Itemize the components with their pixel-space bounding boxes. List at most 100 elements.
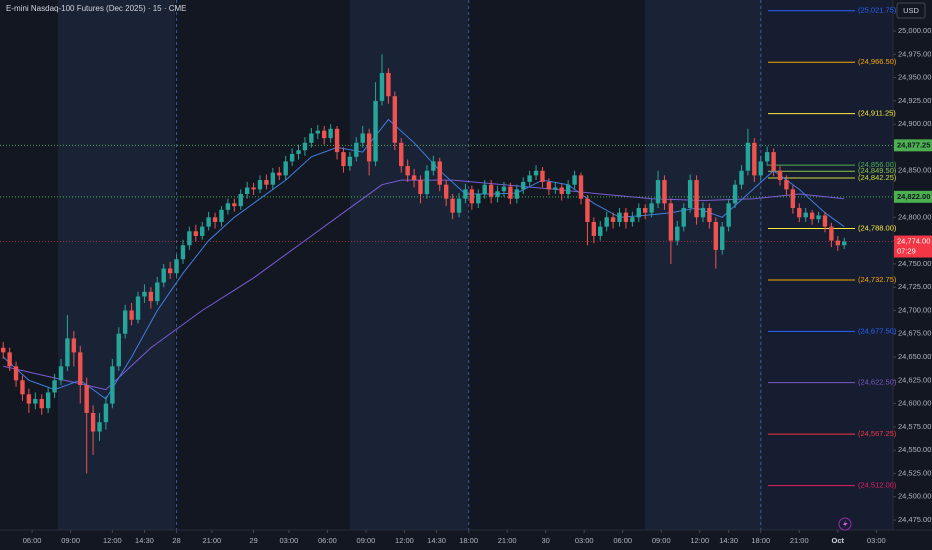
candle-body: [238, 194, 243, 207]
level-label: (24,512.00): [858, 481, 897, 490]
candle-body: [65, 338, 70, 367]
x-tick-label: 03:00: [867, 536, 886, 545]
candle-body: [540, 170, 545, 182]
alert-icon[interactable]: [838, 517, 852, 531]
candle-body: [103, 403, 109, 423]
candle-body: [784, 180, 789, 190]
candle-body: [482, 184, 487, 195]
candle-body: [174, 259, 179, 274]
level-label: (24,966.50): [858, 57, 897, 66]
chart-title: E-mini Nasdaq-100 Futures (Dec 2025) · 1…: [6, 4, 187, 13]
currency-box[interactable]: [896, 2, 926, 19]
candle-body: [39, 398, 44, 409]
y-tick-label: 24,575.00: [898, 422, 931, 431]
candle-body: [681, 207, 686, 227]
x-tick-label: 09:00: [61, 536, 80, 545]
candle-body: [687, 180, 693, 208]
candle-body: [508, 186, 513, 199]
candle-body: [45, 392, 51, 409]
candle-body: [777, 170, 783, 181]
candle-body: [450, 198, 455, 213]
x-tick-label: 06:00: [318, 536, 337, 545]
candle-body: [463, 189, 468, 199]
y-tick-label: 24,650.00: [898, 352, 931, 361]
candle-body: [707, 207, 712, 222]
candle-body: [431, 161, 436, 171]
candle-body: [315, 130, 320, 134]
y-tick-label: 24,800.00: [898, 212, 931, 221]
level-label: (24,849.50): [858, 166, 897, 175]
candle-body: [225, 203, 231, 210]
candle-body: [546, 181, 552, 190]
x-tick-label: 03:00: [280, 536, 299, 545]
candle-body: [155, 282, 160, 302]
candle-body: [443, 184, 449, 199]
candle-body: [668, 203, 674, 241]
candle-body: [585, 198, 590, 222]
candle-body: [13, 366, 19, 381]
candle-body: [713, 221, 719, 250]
candle-body: [129, 310, 134, 320]
countdown: 07:29: [897, 247, 916, 256]
candle-body: [328, 128, 333, 139]
candle-body: [309, 133, 314, 143]
candle-body: [334, 128, 340, 153]
candle-body: [354, 142, 359, 157]
candle-body: [1, 347, 6, 353]
y-tick-label: 24,900.00: [898, 119, 931, 128]
candle-body: [219, 209, 224, 222]
candle-body: [720, 226, 725, 250]
candle-body: [296, 150, 301, 154]
x-tick-label: 21:00: [498, 536, 517, 545]
candle-body: [71, 338, 77, 353]
candle-body: [598, 226, 603, 236]
candle-body: [655, 180, 661, 204]
candle-body: [142, 291, 147, 297]
candle-body: [726, 203, 731, 227]
y-tick-label: 24,475.00: [898, 515, 931, 524]
candle-body: [366, 133, 372, 162]
candle-body: [78, 352, 83, 385]
level-label: (24,842.25): [858, 173, 897, 182]
candle-body: [476, 194, 481, 204]
y-tick-label: 24,725.00: [898, 282, 931, 291]
candle-body: [488, 184, 494, 197]
candle-body: [302, 142, 308, 151]
y-tick-label: 24,850.00: [898, 166, 931, 175]
candle-body: [533, 170, 539, 176]
candle-body: [251, 187, 256, 190]
candle-body: [341, 152, 346, 167]
x-tick-label: 06:00: [613, 536, 632, 545]
candle-body: [212, 217, 218, 222]
candle-body: [829, 226, 834, 241]
currency[interactable]: USD: [903, 6, 919, 15]
candle-body: [700, 207, 706, 218]
candle-body: [630, 217, 635, 222]
candle-body: [405, 166, 410, 176]
candle-body: [797, 207, 802, 218]
x-tick-label: 30: [542, 536, 550, 545]
candle-body: [835, 240, 840, 246]
alert-icon[interactable]: [843, 520, 848, 528]
candle-body: [623, 212, 629, 222]
y-tick-label: 24,550.00: [898, 445, 931, 454]
candle-body: [578, 175, 584, 199]
candle-body: [424, 170, 430, 195]
candle-body: [244, 187, 250, 195]
candle-body: [116, 333, 121, 367]
candle-body: [636, 207, 641, 218]
x-tick-label: 09:00: [652, 536, 671, 545]
candle-body: [764, 152, 770, 162]
candle-body: [675, 226, 680, 241]
level-label: (24,911.25): [858, 109, 896, 118]
x-tick-label: 12:00: [690, 536, 709, 545]
candle-body: [392, 96, 398, 143]
x-tick-label: 21:00: [790, 536, 809, 545]
candle-body: [694, 180, 699, 218]
candle-body: [809, 212, 815, 220]
candle-body: [617, 212, 622, 222]
last-price-label: 24,774.00: [897, 237, 930, 246]
candle-body: [604, 217, 609, 227]
session-band: [762, 0, 893, 530]
